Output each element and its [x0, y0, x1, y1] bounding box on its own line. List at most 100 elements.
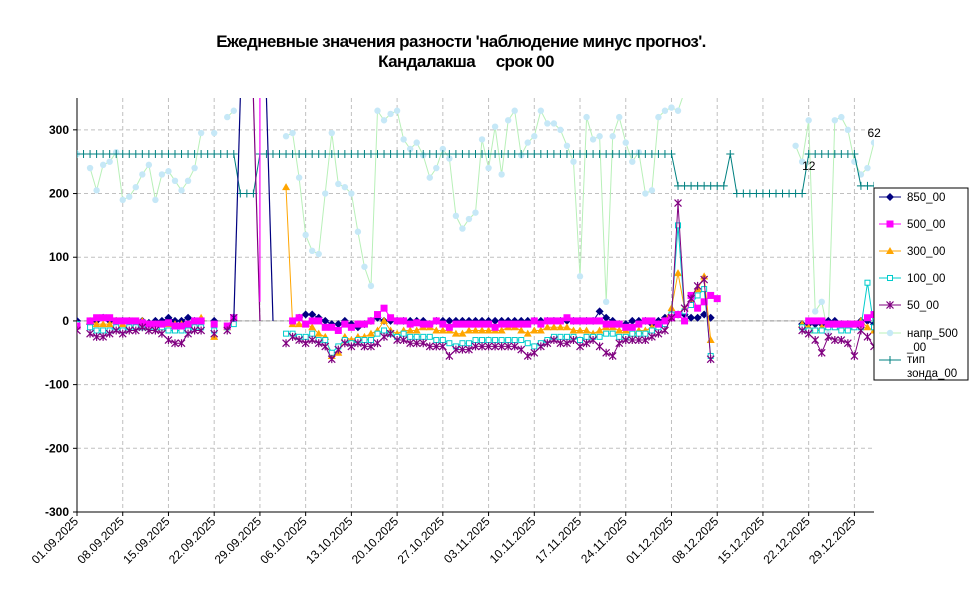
legend-swatch-marker [886, 220, 894, 228]
series-500-00-point [452, 320, 460, 328]
series-50-00-point [843, 339, 852, 348]
series-300-00-point [295, 320, 304, 328]
series-50-00-point [850, 351, 859, 360]
series-850-00-point [184, 313, 193, 322]
series--500-00-point [491, 123, 499, 130]
series-100-00-point [322, 337, 329, 344]
series--500-00-point [178, 187, 185, 194]
series-850-00-point [628, 316, 637, 325]
series--500-00-point [903, 127, 909, 133]
series-500-00-point [178, 322, 186, 330]
series-100-00-point [367, 337, 374, 344]
series--500-00-point [152, 196, 159, 204]
series-100-00-point [694, 292, 701, 299]
series-50-00-point [112, 326, 121, 335]
x-tick-label: 10.11.2025 [487, 514, 539, 566]
series--500-00-point [472, 209, 479, 216]
legend-swatch-marker [887, 275, 893, 281]
series--500-00-point [531, 133, 538, 140]
series-100-00-point [407, 333, 414, 340]
series--500-00-point [798, 158, 806, 165]
series--00-point [916, 150, 924, 158]
series-100-00-point [838, 327, 845, 334]
legend-box [873, 187, 969, 381]
series--500-00-point [805, 117, 812, 124]
series-300-00-point [497, 326, 506, 334]
x-tick-label: 17.11.2025 [532, 514, 584, 566]
series--500-00-point [308, 247, 316, 255]
series--500-00-point [341, 183, 349, 191]
series-50-00-point [661, 326, 669, 335]
series-50-00-point [158, 329, 166, 338]
series--500-00-point [485, 164, 492, 172]
series-300-00-point [282, 183, 291, 191]
series-50-00-point [582, 339, 591, 348]
series--500-00-point [629, 158, 636, 165]
series-50-00-point [693, 281, 702, 290]
x-tick-label: 15.12.2025 [715, 514, 768, 567]
legend-label: напр_500 [907, 328, 958, 340]
series--500-00-point [406, 145, 414, 153]
series-50-00-point [504, 342, 513, 351]
series-500-00-point [432, 317, 440, 325]
series-300-00-point [432, 326, 441, 334]
series-500-00-point [86, 317, 94, 325]
series-50-00-point [164, 336, 173, 345]
x-tick-label: 27.10.2025 [395, 514, 448, 567]
series--500-00-point [374, 107, 381, 114]
series-300-00-point [582, 326, 591, 334]
series-100-00-point [524, 340, 531, 347]
series-500-00-point [191, 317, 199, 325]
series-500-00-point [674, 311, 682, 319]
series--500-00-point [439, 145, 447, 153]
series-50-00-point [367, 342, 375, 351]
series-500-00-point [844, 320, 852, 328]
series-850-00-point [445, 316, 454, 325]
series--500-00-point [792, 142, 799, 149]
series-100-00-point [675, 222, 682, 229]
series-50-00-point [334, 345, 343, 354]
series-100-00-point [635, 330, 642, 337]
series--500-00-point [230, 107, 237, 114]
series--500-00-point [622, 139, 629, 146]
series-500-00-point [857, 320, 865, 328]
series-500-00-point [556, 317, 564, 325]
series-50-00-point [327, 355, 336, 364]
series--500-00-point [322, 190, 329, 197]
series-100-00-point [439, 337, 446, 344]
series-500-00-point [622, 323, 630, 331]
series-100-00-point [642, 330, 649, 337]
series-50-00-point [406, 339, 415, 348]
series--500-00-point [106, 158, 113, 165]
series-500-00-point [589, 317, 597, 325]
series-100-00-point [93, 327, 100, 334]
series--500-00-point [171, 177, 179, 184]
series-100-00-point [426, 333, 433, 340]
series-50-00 [77, 199, 874, 364]
series--00-point [909, 150, 917, 158]
series-50-00-point [451, 345, 460, 354]
series-100-00-point [87, 324, 94, 331]
series--500-00-point [302, 231, 309, 239]
series--500-00-point [524, 139, 531, 146]
series-50-00-point [543, 339, 552, 348]
series-50-00-point [576, 342, 584, 351]
series-50-00-point [184, 329, 192, 338]
series-500-00-point [831, 320, 839, 328]
series--00-point [955, 150, 963, 158]
series--500-00-point [602, 298, 610, 306]
series--500-00-point [315, 250, 322, 258]
series-50-00-point [360, 342, 369, 351]
series-50-00-point [92, 332, 101, 341]
series--500-00-point [609, 133, 616, 140]
series-50-00-point [340, 339, 349, 348]
series-300-00-point [380, 316, 389, 324]
series-100-00-point [518, 337, 525, 344]
series-50-00-point [197, 326, 206, 335]
series-100-00-point [400, 330, 407, 337]
series--500-00-point [465, 215, 473, 223]
series-100-00-point [433, 337, 440, 344]
series-100-00-point [302, 333, 309, 340]
series--500-00-point [295, 174, 303, 181]
series-50-00-point [484, 342, 493, 351]
